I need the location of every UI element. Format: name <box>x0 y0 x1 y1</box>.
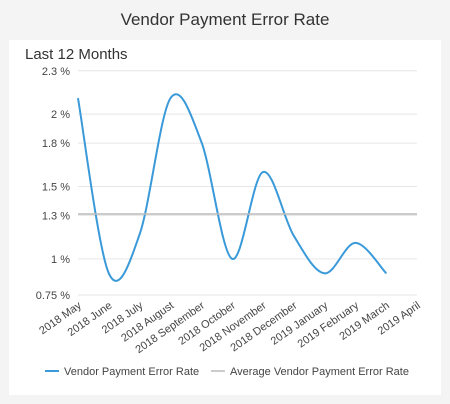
y-tick-label: 2.3 % <box>42 66 70 78</box>
y-tick-label: 1.8 % <box>42 138 70 150</box>
legend-label-series: Vendor Payment Error Rate <box>64 366 199 378</box>
y-tick-label: 2 % <box>51 109 70 121</box>
legend: Vendor Payment Error Rate Average Vendor … <box>45 366 409 378</box>
chart-subtitle: Last 12 Months <box>25 46 128 63</box>
data-point <box>169 97 171 99</box>
data-point <box>354 242 356 244</box>
y-tick-label: 1 % <box>51 254 70 266</box>
data-point <box>385 272 387 274</box>
series-layer <box>77 93 417 282</box>
legend-label-average: Average Vendor Payment Error Rate <box>230 366 409 378</box>
y-tick-label: 1.3 % <box>42 210 70 222</box>
y-tick-label: 1.5 % <box>42 182 70 194</box>
data-point <box>262 171 264 173</box>
data-point <box>293 235 295 237</box>
series-line-vendor-payment-error-rate <box>77 93 387 282</box>
chart-title: Vendor Payment Error Rate <box>120 10 330 29</box>
y-axis-ticks: 0.75 % 1 % 1.3 % 1.5 % 1.8 % 2 % 2.3 % <box>36 66 70 302</box>
data-point <box>108 272 110 274</box>
data-point <box>77 97 79 99</box>
line-chart: 0.75 % 1 % 1.3 % 1.5 % 1.8 % 2 % 2.3 % 2018 Ma… <box>36 66 423 378</box>
data-point <box>200 141 202 143</box>
data-point <box>139 233 141 235</box>
y-tick-label: 0.75 % <box>36 290 70 302</box>
data-point <box>231 258 233 260</box>
chart-card: Last 12 Months 0.75 % 1 % 1.3 % 1.5 % 1.8 % 2… <box>9 40 441 395</box>
data-point <box>324 272 326 274</box>
